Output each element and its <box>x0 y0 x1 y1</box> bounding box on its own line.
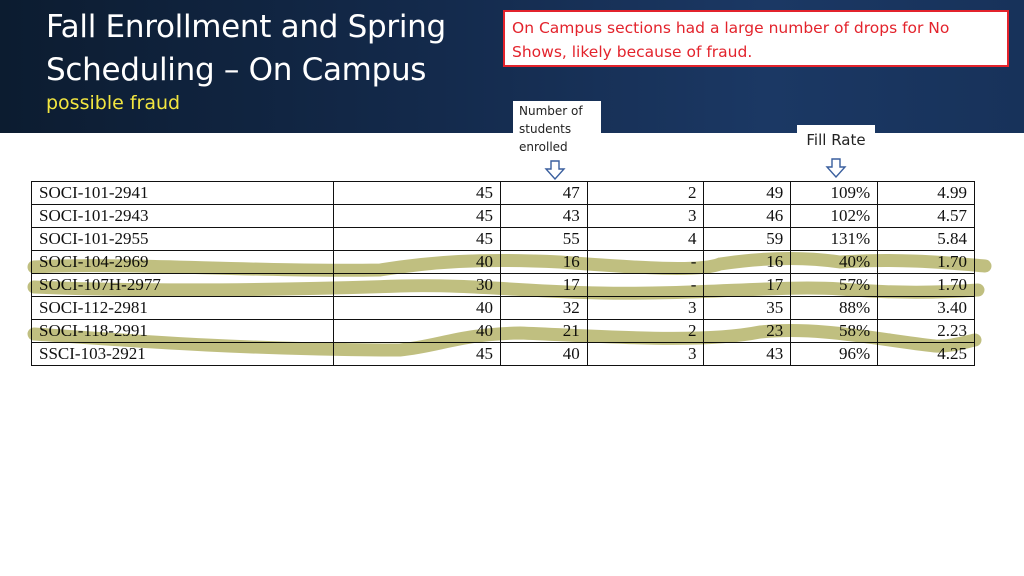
ratio-cell: 4.99 <box>877 181 975 205</box>
enrolled-cell: 47 <box>499 181 588 205</box>
ratio-cell: 4.57 <box>877 204 975 228</box>
title-line-2: Scheduling – On Campus <box>46 52 427 88</box>
total-cell: 17 <box>703 273 792 297</box>
fill-rate-cell: 58% <box>790 319 879 343</box>
drops-cell: - <box>586 273 705 297</box>
enrolled-cell: 17 <box>499 273 588 297</box>
capacity-cell: 30 <box>333 273 501 297</box>
fill-rate-cell: 57% <box>790 273 879 297</box>
title-line-1: Fall Enrollment and Spring <box>46 9 446 45</box>
capacity-cell: 45 <box>333 204 501 228</box>
table-row: SOCI-104-2969 40 16-16 40% 1.70 <box>30 250 975 274</box>
table-row: SOCI-107H-2977 30 17-17 57% 1.70 <box>30 273 975 297</box>
fill-rate-note: Fill Rate <box>797 125 875 155</box>
enrolled-cell: 16 <box>499 250 588 274</box>
drops-cell: 2 <box>586 181 705 205</box>
table-row: SOCI-101-2943 45 43 3 46 102% 4.57 <box>30 204 975 228</box>
fill-rate-cell: 102% <box>790 204 879 228</box>
course-cell: SOCI-101-2941 <box>30 181 335 205</box>
capacity-cell: 40 <box>333 296 501 320</box>
total-cell: 59 <box>703 227 792 251</box>
total-cell: 46 <box>703 204 792 228</box>
fill-rate-cell: 109% <box>790 181 879 205</box>
fill-rate-cell: 88% <box>790 296 879 320</box>
capacity-cell: 45 <box>333 181 501 205</box>
total-cell: 16 <box>703 250 792 274</box>
fill-rate-cell: 131% <box>790 227 879 251</box>
course-cell: SOCI-112-2981 <box>30 296 335 320</box>
total-cell: 43 <box>703 342 792 366</box>
table-row: SOCI-101-2941 45 47 2 49 109% 4.99 <box>30 181 975 205</box>
drops-cell: - <box>586 250 705 274</box>
drops-cell: 3 <box>586 204 705 228</box>
capacity-cell: 45 <box>333 227 501 251</box>
course-cell: SOCI-107H-2977 <box>30 273 335 297</box>
drops-cell: 3 <box>586 296 705 320</box>
ratio-cell: 4.25 <box>877 342 975 366</box>
total-cell: 23 <box>703 319 792 343</box>
enrolled-note-line-2: students <box>519 122 572 136</box>
total-cell: 49 <box>703 181 792 205</box>
drops-cell: 3 <box>586 342 705 366</box>
ratio-cell: 2.23 <box>877 319 975 343</box>
ratio-cell: 1.70 <box>877 250 975 274</box>
slide-subtitle: possible fraud <box>46 92 181 114</box>
enrolled-cell: 32 <box>499 296 588 320</box>
ratio-cell: 3.40 <box>877 296 975 320</box>
down-arrow-icon <box>825 158 847 178</box>
table-row: SOCI-112-2981 40 32 3 35 88% 3.40 <box>30 296 975 320</box>
enrolled-cell: 21 <box>499 319 588 343</box>
table-row: SOCI-118-2991 40 21 2 23 58% 2.23 <box>30 319 975 343</box>
course-cell: SOCI-118-2991 <box>30 319 335 343</box>
capacity-cell: 40 <box>333 250 501 274</box>
course-cell: SOCI-101-2955 <box>30 227 335 251</box>
enrolled-note-line-1: Number of <box>519 104 583 118</box>
enrolled-cell: 43 <box>499 204 588 228</box>
drops-cell: 2 <box>586 319 705 343</box>
ratio-cell: 5.84 <box>877 227 975 251</box>
fill-rate-cell: 40% <box>790 250 879 274</box>
enrolled-note: Number of students enrolled <box>513 101 601 157</box>
course-cell: SOCI-101-2943 <box>30 204 335 228</box>
down-arrow-icon <box>544 160 566 180</box>
enrolled-cell: 55 <box>499 227 588 251</box>
capacity-cell: 45 <box>333 342 501 366</box>
slide-title: Fall Enrollment and Spring Scheduling – … <box>46 6 486 92</box>
course-cell: SOCI-104-2969 <box>30 250 335 274</box>
ratio-cell: 1.70 <box>877 273 975 297</box>
fill-rate-cell: 96% <box>790 342 879 366</box>
table-row: SOCI-101-2955 45 55 4 59 131% 5.84 <box>30 227 975 251</box>
drops-cell: 4 <box>586 227 705 251</box>
enrollment-table: SOCI-101-2941 45 47 2 49 109% 4.99 SOCI-101-294… <box>30 181 975 366</box>
course-cell: SSCI-103-2921 <box>30 342 335 366</box>
capacity-cell: 40 <box>333 319 501 343</box>
enrolled-cell: 40 <box>499 342 588 366</box>
fraud-callout-box: On Campus sections had a large number of… <box>503 10 1009 67</box>
total-cell: 35 <box>703 296 792 320</box>
table-row: SSCI-103-2921 45 40 3 43 96% 4.25 <box>30 342 975 366</box>
enrolled-note-line-3: enrolled <box>519 140 568 154</box>
